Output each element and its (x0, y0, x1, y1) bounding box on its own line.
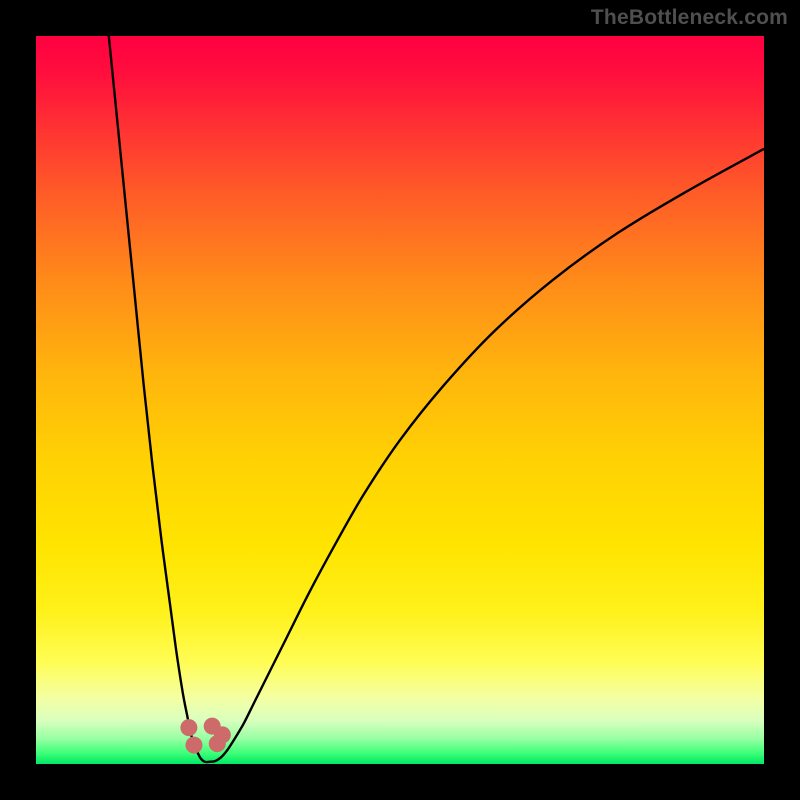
chart-frame: TheBottleneck.com (0, 0, 800, 800)
watermark-text: TheBottleneck.com (591, 6, 788, 30)
marker-dot (180, 719, 197, 736)
plot-svg (36, 36, 764, 764)
marker-dot (185, 737, 202, 754)
marker-dot (214, 726, 231, 743)
